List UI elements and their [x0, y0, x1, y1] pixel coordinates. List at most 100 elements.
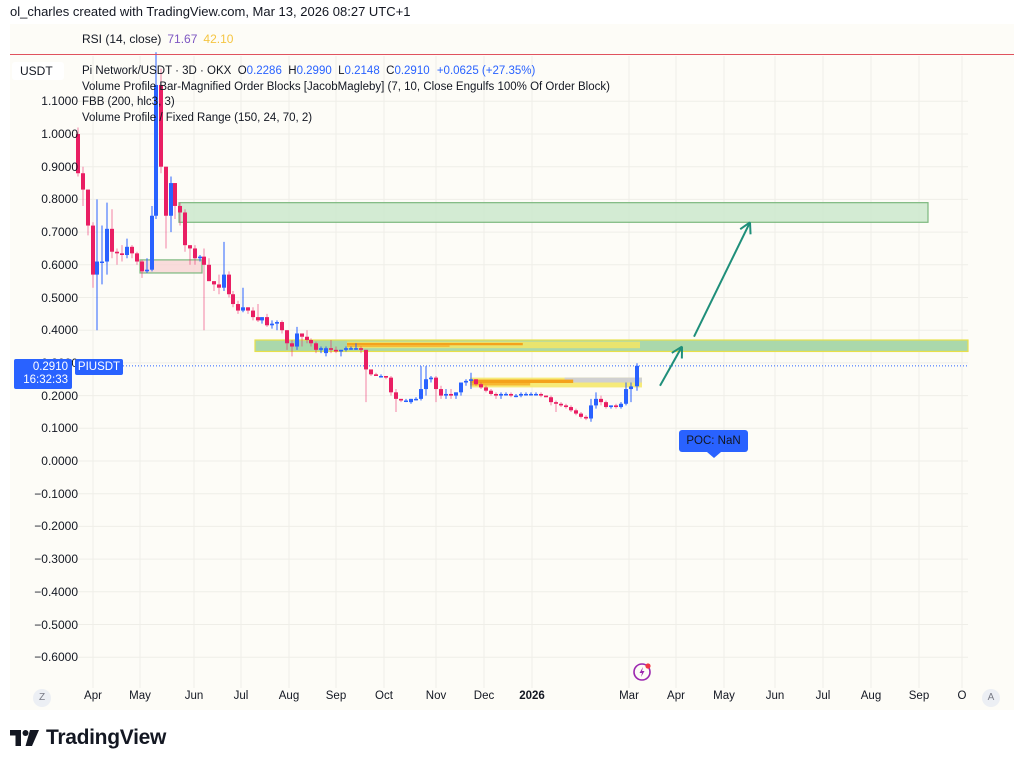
arrow-head [671, 345, 683, 354]
candle-body [86, 189, 90, 226]
candle-body [305, 336, 309, 341]
candle-body [519, 393, 523, 396]
candle-body [444, 393, 448, 396]
auto-scale-button[interactable]: A [982, 689, 1000, 707]
chart-panel[interactable]: RSI (14, close) 71.67 42.10 USDT Pi Networ… [10, 24, 1014, 710]
rsi-value-2: 42.10 [203, 32, 234, 46]
zoom-reset-button[interactable]: Z [33, 689, 51, 707]
candle-body [349, 348, 353, 350]
last-price: 0.2910 [32, 361, 68, 373]
time-tick-label: 2026 [519, 690, 545, 702]
high-value: 0.2990 [296, 65, 332, 77]
indicator-legend-order-blocks[interactable]: Volume Profile Bar-Magnified Order Block… [82, 80, 610, 93]
candle-body [379, 375, 383, 378]
candle-body [414, 398, 418, 401]
time-tick-label: O [957, 690, 967, 702]
candle-body [105, 228, 109, 262]
time-tick-label: May [129, 690, 151, 702]
time-tick-label: Apr [84, 690, 102, 702]
candle-body [499, 393, 503, 396]
price-tick-label: −0.2000 [34, 519, 78, 534]
price-tick-label: 0.7000 [41, 225, 78, 240]
candle-body [544, 395, 548, 398]
candle-body [207, 264, 211, 282]
time-tick-label: Sep [325, 690, 347, 702]
candle-body [159, 84, 163, 167]
candle-body [489, 390, 493, 394]
chart-legend: Pi Network/USDT · 3D · OKX O0.2286 H0.29… [82, 64, 610, 126]
price-tick-label: −0.4000 [34, 584, 78, 599]
tradingview-logo[interactable]: TradingView [10, 725, 166, 751]
currency-label[interactable]: USDT [12, 62, 64, 80]
candle-body [509, 393, 513, 396]
time-axis[interactable]: Z A Apr May Jun Jul Aug Sep Oct Nov Dec 2026 Mar Ap… [10, 688, 1014, 710]
candle-body [559, 403, 563, 406]
candle-body [227, 274, 231, 295]
symbol-legend-line[interactable]: Pi Network/USDT · 3D · OKX O0.2286 H0.29… [82, 65, 536, 77]
indicator-legend-fbb[interactable]: FBB (200, hlc3, 3) [82, 96, 175, 108]
candle-body [374, 374, 378, 376]
supply-zone [178, 202, 929, 223]
candle-body [529, 393, 533, 396]
time-tick-label: May [713, 690, 735, 702]
candle-body [81, 173, 85, 190]
price-tick-label: 0.1000 [41, 421, 78, 436]
candle-body [514, 395, 518, 398]
candle-body [619, 403, 623, 408]
candle-body [275, 322, 279, 324]
candle-body [589, 405, 593, 419]
candle-body [354, 348, 358, 350]
time-tick-label: Aug [278, 690, 300, 702]
low-value: 0.2148 [344, 65, 380, 77]
price-tick-label: −0.1000 [34, 486, 78, 501]
candle-body [569, 407, 573, 411]
candle-body [389, 377, 393, 393]
close-value: 0.2910 [394, 65, 430, 77]
candle-body [188, 245, 192, 249]
price-tick-label: −0.5000 [34, 617, 78, 632]
candle-body [300, 333, 304, 337]
candle-body [324, 348, 328, 354]
candle-body [120, 253, 124, 255]
candle-body [334, 349, 338, 352]
rsi-value-1: 71.67 [167, 32, 198, 46]
indicator-legend-volume-profile[interactable]: Volume Profile / Fixed Range (150, 24, 7… [82, 111, 313, 124]
arrow-head [749, 222, 752, 235]
candle-body [110, 228, 114, 252]
last-price-tag: 0.2910 16:32:33 [14, 359, 72, 389]
candle-body [564, 405, 568, 408]
candle-body [193, 248, 197, 259]
volume-profile-poc [470, 379, 574, 384]
volume-profile-poc [347, 342, 523, 346]
candle-body [212, 281, 216, 285]
price-chart-canvas[interactable] [10, 24, 1014, 710]
candle-body [609, 405, 613, 408]
candle-body [198, 256, 202, 259]
candle-body [115, 251, 119, 254]
candle-body [295, 333, 299, 347]
candle-body [494, 393, 498, 396]
rsi-pane[interactable]: RSI (14, close) 71.67 42.10 [10, 24, 1014, 55]
lightning-event-icon[interactable] [632, 662, 652, 682]
time-tick-label: Sep [908, 690, 930, 702]
demand-zone [139, 259, 203, 274]
projection-arrow [693, 221, 751, 338]
candle-body [100, 261, 104, 264]
candle-body [594, 398, 598, 406]
candle-body [285, 330, 289, 344]
time-tick-label: Aug [860, 690, 882, 702]
candle-body [614, 405, 618, 408]
time-tick-label: Jul [233, 690, 249, 702]
tradingview-logo-icon [10, 730, 39, 746]
candle-body [364, 349, 368, 370]
candle-body [290, 343, 294, 347]
candle-body [534, 393, 538, 396]
time-tick-label: Jun [765, 690, 785, 702]
candle-body [599, 398, 603, 403]
candle-body [524, 393, 528, 396]
candle-body [604, 402, 608, 408]
candle-body [464, 380, 468, 383]
candle-body [164, 166, 168, 216]
rsi-label: RSI (14, close) [82, 32, 162, 46]
change-value: +0.0625 (+27.35%) [436, 65, 536, 77]
